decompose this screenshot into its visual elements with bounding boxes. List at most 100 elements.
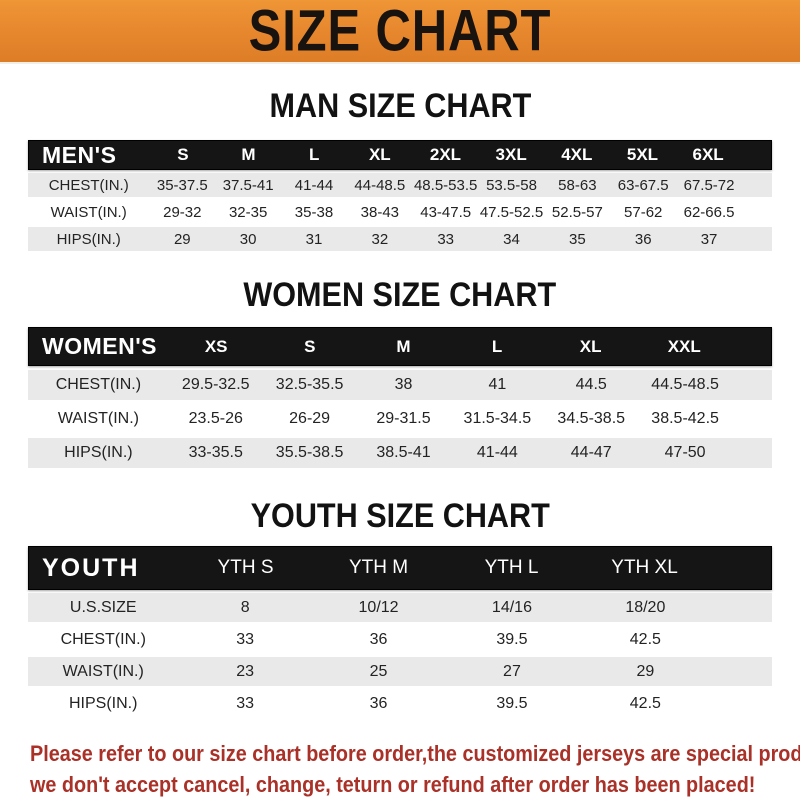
size-column-header: L	[491, 336, 503, 356]
table-row: WAIST(IN.) 29-32 32-35 35-38 38-43 43-47.5 47.…	[28, 200, 772, 224]
table-cell: 62-66.5	[683, 203, 735, 221]
table-row: U.S.SIZE 8 10/12 14/16 18/20	[28, 593, 772, 622]
table-cell: 36	[369, 694, 388, 712]
section-heading-youth: YOUTH SIZE CHART	[0, 499, 800, 533]
size-column-header: YTH XL	[611, 557, 678, 578]
section-youth: YOUTH SIZE CHART YOUTH YTH S YTH M YTH L YTH …	[0, 499, 800, 718]
table-cell: 44-48.5	[354, 176, 406, 194]
table-row: CHEST(IN.) 35-37.5 37.5-41 41-44 44-48.5 48.5…	[28, 173, 772, 197]
size-column-header: S	[304, 336, 316, 356]
table-cell: 38	[394, 376, 413, 393]
table-cell: 23	[236, 662, 255, 680]
table-cell: 44.5	[575, 376, 607, 393]
table-cell: 31.5-34.5	[463, 410, 532, 427]
table-cell: 39.5	[496, 694, 528, 712]
table-cell: 33	[236, 694, 255, 712]
table-cell: 29-32	[163, 203, 202, 221]
table-cell: 33	[236, 630, 255, 648]
table-cell: 35	[569, 230, 586, 248]
size-chart-banner: SIZE CHART	[0, 0, 800, 64]
table-cell: 42.5	[629, 694, 661, 712]
table-cell: 35-37.5	[156, 176, 208, 194]
table-cell: 44-47	[570, 444, 612, 461]
table-cell: 47.5-52.5	[479, 203, 544, 221]
table-cell: 41-44	[476, 444, 518, 461]
table-cell: 38.5-41	[376, 444, 431, 461]
table-cell: 36	[369, 630, 388, 648]
section-heading-men: MAN SIZE CHART	[0, 89, 800, 123]
youth-table-header-row: YOUTH YTH S YTH M YTH L YTH XL	[28, 546, 772, 590]
table-cell: 53.5-58	[486, 176, 537, 194]
table-cell: 29	[636, 662, 655, 680]
table-cell: 27	[503, 662, 521, 680]
row-label: HIPS(IN.)	[64, 444, 133, 461]
row-label: CHEST(IN.)	[48, 176, 129, 194]
size-column-header: 6XL	[692, 145, 724, 164]
table-cell: 32-35	[228, 203, 268, 221]
table-row: CHEST(IN.) 29.5-32.5 32.5-35.5 38 41 44.5 44.5…	[28, 370, 772, 400]
table-cell: 38.5-42.5	[651, 410, 719, 427]
table-cell: 31	[305, 230, 323, 248]
table-cell: 48.5-53.5	[413, 176, 478, 194]
section-heading-text: YOUTH SIZE CHART	[250, 497, 550, 535]
size-column-header: XL	[368, 145, 391, 164]
table-cell: 29	[173, 230, 191, 248]
disclaimer-note: Please refer to our size chart before or…	[0, 738, 800, 800]
size-column-header: XL	[579, 336, 602, 356]
table-cell: 35-38	[294, 203, 334, 221]
table-cell: 36	[634, 230, 652, 248]
table-cell: 43-47.5	[420, 203, 472, 221]
table-cell: 38-43	[360, 203, 400, 221]
table-cell: 52.5-57	[551, 203, 603, 221]
size-column-header: 3XL	[495, 145, 527, 164]
section-women: WOMEN SIZE CHART WOMEN'S XS S M L XL XXL CHEST(I…	[0, 278, 800, 468]
table-row: WAIST(IN.) 23.5-26 26-29 29-31.5 31.5-34.5 34…	[28, 404, 772, 434]
table-row: WAIST(IN.) 23 25 27 29	[28, 657, 772, 686]
table-cell: 37.5-41	[222, 176, 274, 194]
size-column-header: YTH M	[348, 557, 409, 578]
table-cell: 25	[369, 662, 388, 680]
table-cell: 33	[437, 230, 455, 248]
size-column-header: 4XL	[561, 145, 593, 164]
women-corner-label: WOMEN'S	[42, 333, 158, 359]
table-cell: 32	[371, 230, 389, 248]
table-cell: 63-67.5	[617, 176, 669, 194]
size-column-header: YTH L	[484, 557, 539, 578]
table-cell: 57-62	[624, 203, 663, 221]
table-cell: 35.5-38.5	[275, 444, 344, 461]
table-cell: 34	[503, 230, 520, 248]
row-label: CHEST(IN.)	[55, 376, 142, 393]
row-label: HIPS(IN.)	[69, 694, 138, 712]
table-cell: 18/20	[625, 598, 666, 616]
row-label: WAIST(IN.)	[57, 410, 139, 427]
section-heading-women: WOMEN SIZE CHART	[0, 278, 800, 312]
men-size-table: MEN'S S M L XL 2XL 3XL 4XL 5XL 6XL CHEST(IN.) 35-37…	[28, 140, 772, 251]
table-row: HIPS(IN.) 33-35.5 35.5-38.5 38.5-41 41-44 44-…	[28, 438, 772, 468]
size-column-header: XS	[204, 336, 228, 356]
table-cell: 47-50	[664, 444, 706, 461]
youth-size-table: YOUTH YTH S YTH M YTH L YTH XL U.S.SIZE 8 10/12…	[28, 546, 772, 718]
size-column-header: 5XL	[626, 145, 659, 164]
row-label: WAIST(IN.)	[62, 662, 144, 680]
table-cell: 41-44	[294, 176, 334, 194]
table-cell: 29.5-32.5	[181, 376, 250, 393]
table-cell: 37	[700, 230, 718, 248]
table-cell: 30	[239, 230, 257, 248]
row-label: CHEST(IN.)	[60, 630, 146, 648]
women-table-header-row: WOMEN'S XS S M L XL XXL	[28, 327, 772, 366]
table-cell: 14/16	[491, 598, 532, 616]
youth-corner-label: YOUTH	[42, 553, 140, 582]
banner-title: SIZE CHART	[248, 0, 552, 64]
size-column-header: S	[177, 145, 189, 164]
table-cell: 34.5-38.5	[557, 410, 626, 427]
women-size-table: WOMEN'S XS S M L XL XXL CHEST(IN.) 29.5-32.5 32.5…	[28, 327, 772, 468]
table-row: HIPS(IN.) 29 30 31 32 33 34 35 36 37	[28, 227, 772, 251]
table-cell: 32.5-35.5	[275, 376, 344, 393]
disclaimer-line: Please refer to our size chart before or…	[30, 741, 800, 766]
row-label: U.S.SIZE	[69, 598, 137, 616]
table-cell: 23.5-26	[188, 410, 243, 427]
table-row: CHEST(IN.) 33 36 39.5 42.5	[28, 625, 772, 654]
table-cell: 33-35.5	[188, 444, 243, 461]
table-cell: 8	[240, 598, 250, 616]
table-cell: 58-63	[558, 176, 597, 194]
